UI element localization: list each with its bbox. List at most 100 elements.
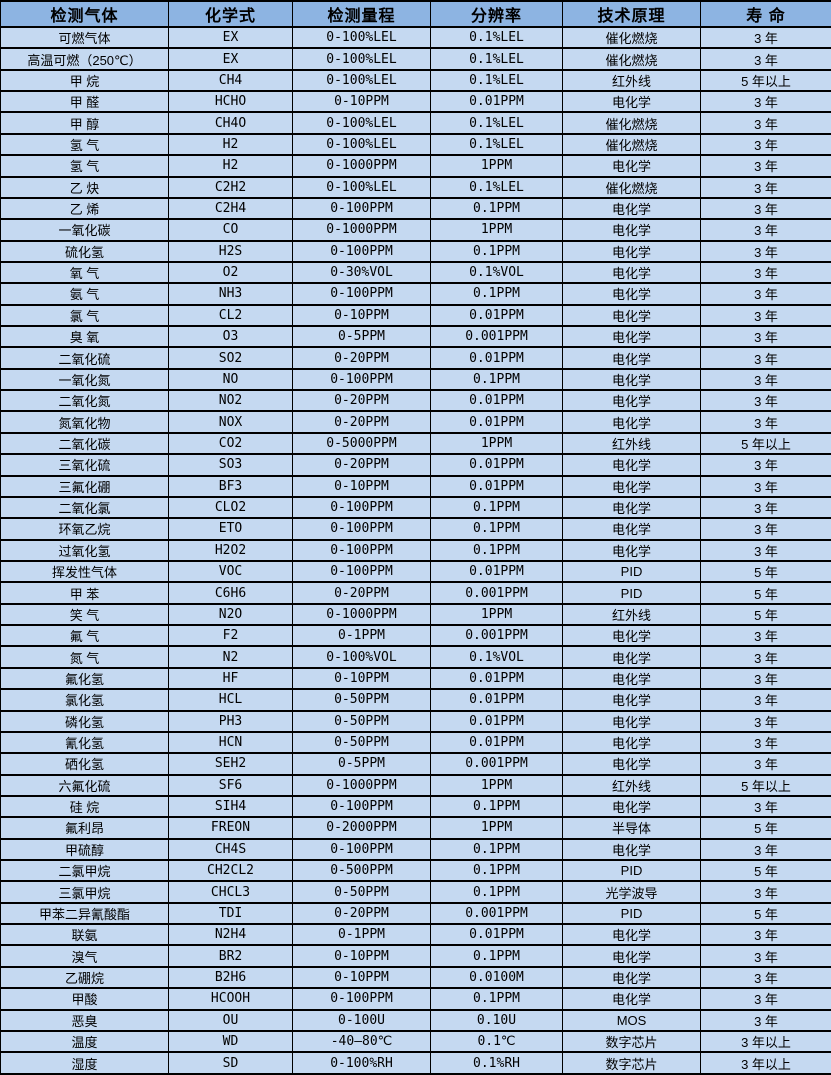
- lifespan-cell: 5 年: [700, 901, 831, 926]
- range-cell: 0-1PPM: [292, 624, 431, 648]
- table-row: 氢 气 H2 0-1000PPM 1PPM 电化学 3 年: [0, 154, 831, 178]
- resolution-cell: 0.01PPM: [430, 666, 563, 691]
- range-cell: 0-500PPM: [292, 858, 431, 883]
- range-cell: 0-100PPM: [292, 517, 431, 541]
- table-row: 联氨 N2H4 0-1PPM 0.01PPM 电化学 3 年: [0, 923, 831, 947]
- principle-cell: 电化学: [562, 154, 701, 178]
- table-row: 氮 气 N2 0-100%VOL 0.1%VOL 电化学 3 年: [0, 645, 831, 669]
- table-row: 温度 WD -40—80℃ 0.1℃ 数字芯片 3 年以上: [0, 1029, 831, 1054]
- principle-cell: 电化学: [562, 410, 701, 434]
- principle-cell: 电化学: [562, 325, 701, 349]
- range-cell: 0-1000PPM: [292, 218, 431, 242]
- lifespan-cell: 3 年: [700, 90, 831, 114]
- lifespan-cell: 3 年: [700, 923, 831, 947]
- range-cell: 0-1000PPM: [292, 773, 431, 797]
- lifespan-cell: 5 年: [700, 858, 831, 883]
- gas-name-cell: 湿度: [0, 1051, 169, 1075]
- formula-cell: CH4S: [168, 837, 293, 862]
- table-row: 氟 气 F2 0-1PPM 0.001PPM 电化学 3 年: [0, 624, 831, 648]
- resolution-cell: 0.1PPM: [430, 880, 563, 904]
- formula-cell: HCOOH: [168, 987, 293, 1011]
- gas-name-cell: 三氧化硫: [0, 453, 169, 477]
- resolution-cell: 0.1PPM: [430, 794, 563, 819]
- range-cell: 0-100%LEL: [292, 47, 431, 71]
- lifespan-cell: 3 年: [700, 944, 831, 968]
- resolution-cell: 0.1%LEL: [430, 175, 563, 199]
- gas-name-cell: 三氟化硼: [0, 474, 169, 498]
- table-row: 氯化氢 HCL 0-50PPM 0.01PPM 电化学 3 年: [0, 688, 831, 712]
- range-cell: 0-1000PPM: [292, 602, 431, 627]
- range-cell: 0-50PPM: [292, 880, 431, 904]
- formula-cell: HCN: [168, 730, 293, 755]
- gas-name-cell: 氢 气: [0, 132, 169, 157]
- formula-cell: EX: [168, 25, 293, 50]
- header-row: 检测气体 化学式 检测量程 分辨率 技术原理 寿 命: [0, 0, 831, 28]
- resolution-cell: 1PPM: [430, 431, 563, 456]
- resolution-cell: 0.01PPM: [430, 923, 563, 947]
- resolution-cell: 1PPM: [430, 602, 563, 627]
- formula-cell: B2H6: [168, 965, 293, 990]
- range-cell: 0-10PPM: [292, 90, 431, 114]
- principle-cell: 电化学: [562, 260, 701, 285]
- resolution-cell: 1PPM: [430, 154, 563, 178]
- range-cell: 0-100PPM: [292, 282, 431, 306]
- lifespan-cell: 3 年: [700, 196, 831, 221]
- resolution-cell: 0.1%LEL: [430, 47, 563, 71]
- lifespan-cell: 5 年以上: [700, 773, 831, 797]
- gas-name-cell: 氨 气: [0, 282, 169, 306]
- principle-cell: 电化学: [562, 218, 701, 242]
- gas-name-cell: 过氧化氢: [0, 538, 169, 563]
- principle-cell: PID: [562, 581, 701, 605]
- principle-cell: 催化燃烧: [562, 132, 701, 157]
- resolution-cell: 0.01PPM: [430, 709, 563, 733]
- resolution-cell: 0.1PPM: [430, 538, 563, 563]
- resolution-cell: 0.01PPM: [430, 303, 563, 328]
- lifespan-cell: 3 年: [700, 538, 831, 563]
- principle-cell: 红外线: [562, 602, 701, 627]
- table-row: 乙硼烷 B2H6 0-10PPM 0.0100M 电化学 3 年: [0, 965, 831, 990]
- range-cell: 0-20PPM: [292, 389, 431, 413]
- gas-name-cell: 氮氧化物: [0, 410, 169, 434]
- principle-cell: 电化学: [562, 495, 701, 520]
- formula-cell: C2H4: [168, 196, 293, 221]
- range-cell: 0-1PPM: [292, 923, 431, 947]
- formula-cell: NOX: [168, 410, 293, 434]
- principle-cell: 数字芯片: [562, 1029, 701, 1054]
- table-row: 溴气 BR2 0-10PPM 0.1PPM 电化学 3 年: [0, 944, 831, 968]
- gas-name-cell: 溴气: [0, 944, 169, 968]
- formula-cell: CLO2: [168, 495, 293, 520]
- resolution-cell: 0.001PPM: [430, 624, 563, 648]
- formula-cell: VOC: [168, 559, 293, 584]
- table-row: 氮氧化物 NOX 0-20PPM 0.01PPM 电化学 3 年: [0, 410, 831, 434]
- gas-name-cell: 一氧化氮: [0, 367, 169, 392]
- lifespan-cell: 3 年: [700, 624, 831, 648]
- table-row: 甲苯二异氰酸酯 TDI 0-20PPM 0.001PPM PID 5 年: [0, 901, 831, 926]
- lifespan-cell: 3 年: [700, 260, 831, 285]
- principle-cell: 电化学: [562, 645, 701, 669]
- principle-cell: 电化学: [562, 517, 701, 541]
- principle-cell: PID: [562, 858, 701, 883]
- principle-cell: 电化学: [562, 965, 701, 990]
- formula-cell: HCL: [168, 688, 293, 712]
- lifespan-cell: 5 年: [700, 581, 831, 605]
- formula-cell: HCHO: [168, 90, 293, 114]
- formula-cell: H2S: [168, 239, 293, 263]
- lifespan-cell: 3 年: [700, 666, 831, 691]
- formula-cell: N2H4: [168, 923, 293, 947]
- lifespan-cell: 3 年: [700, 303, 831, 328]
- resolution-cell: 0.1%LEL: [430, 132, 563, 157]
- principle-cell: 光学波导: [562, 880, 701, 904]
- resolution-cell: 0.1%RH: [430, 1051, 563, 1075]
- gas-name-cell: 温度: [0, 1029, 169, 1054]
- table-row: 甲 醇 CH4O 0-100%LEL 0.1%LEL 催化燃烧 3 年: [0, 111, 831, 135]
- lifespan-cell: 3 年: [700, 453, 831, 477]
- gas-name-cell: 甲 苯: [0, 581, 169, 605]
- lifespan-cell: 3 年: [700, 154, 831, 178]
- principle-cell: 电化学: [562, 90, 701, 114]
- table-row: 甲 烷 CH4 0-100%LEL 0.1%LEL 红外线 5 年以上: [0, 68, 831, 93]
- gas-name-cell: 氢 气: [0, 154, 169, 178]
- formula-cell: CH2CL2: [168, 858, 293, 883]
- lifespan-cell: 3 年: [700, 239, 831, 263]
